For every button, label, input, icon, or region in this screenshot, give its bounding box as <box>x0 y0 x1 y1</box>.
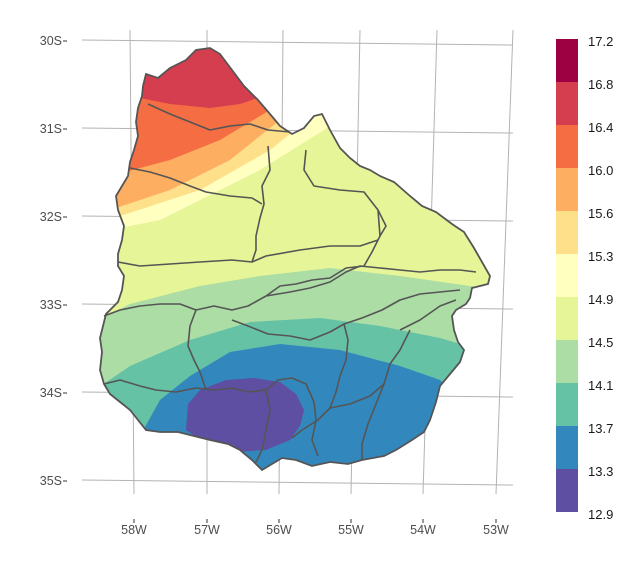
y-tick-label: 33S <box>40 298 62 312</box>
legend-bin <box>556 125 578 168</box>
y-tick-label: 34S <box>40 386 62 400</box>
legend-label: 14.5 <box>588 335 613 350</box>
legend-bin <box>556 297 578 340</box>
x-tick-label: 58W <box>121 523 147 537</box>
legend-label: 13.7 <box>588 421 613 436</box>
legend-label: 14.9 <box>588 292 613 307</box>
legend-label: 15.3 <box>588 249 613 264</box>
y-tick-label: 32S <box>40 210 62 224</box>
legend-bin <box>556 254 578 297</box>
legend-label: 16.8 <box>588 77 613 92</box>
temperature-bands <box>100 48 490 470</box>
legend-label: 16.4 <box>588 120 613 135</box>
department-borders <box>103 103 477 463</box>
legend-bin <box>556 39 578 82</box>
legend-label: 13.3 <box>588 464 613 479</box>
legend-bin <box>556 211 578 254</box>
legend-bin <box>556 383 578 426</box>
legend-bin <box>556 340 578 383</box>
legend-bin <box>556 168 578 211</box>
y-tick-label: 35S <box>40 474 62 488</box>
legend-colorbar: 17.2 16.8 16.4 16.0 15.6 15.3 14.9 14.5 … <box>556 34 613 522</box>
legend-label: 14.1 <box>588 378 613 393</box>
x-tick-label: 53W <box>483 523 509 537</box>
x-axis: 58W 57W 56W 55W 54W 53W <box>121 519 509 537</box>
x-tick-label: 57W <box>194 523 220 537</box>
legend-bin <box>556 82 578 125</box>
y-tick-label: 30S <box>40 34 62 48</box>
legend-bin <box>556 469 578 512</box>
x-tick-label: 54W <box>410 523 436 537</box>
x-tick-label: 55W <box>338 523 364 537</box>
legend-label: 12.9 <box>588 507 613 522</box>
y-axis: 30S 31S 32S 33S 34S 35S <box>40 34 67 488</box>
legend-label: 15.6 <box>588 206 613 221</box>
x-tick-label: 56W <box>266 523 292 537</box>
legend-label: 17.2 <box>588 34 613 49</box>
legend-label: 16.0 <box>588 163 613 178</box>
legend-bin <box>556 426 578 469</box>
y-tick-label: 31S <box>40 122 62 136</box>
